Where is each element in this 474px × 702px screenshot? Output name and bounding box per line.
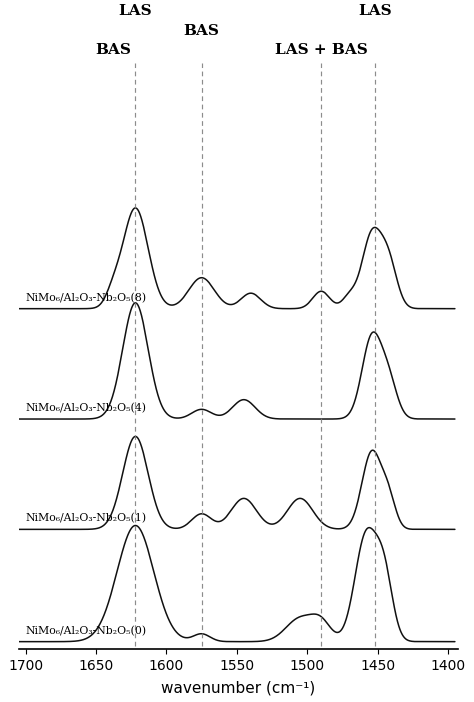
Text: LAS: LAS — [358, 4, 392, 18]
Text: BAS: BAS — [95, 43, 131, 57]
Text: BAS: BAS — [183, 24, 219, 38]
Text: LAS + BAS: LAS + BAS — [275, 43, 368, 57]
X-axis label: wavenumber (cm⁻¹): wavenumber (cm⁻¹) — [161, 680, 315, 695]
Text: NiMo₆/Al₂O₃-Nb₂O₅(1): NiMo₆/Al₂O₃-Nb₂O₅(1) — [26, 513, 147, 524]
Text: LAS: LAS — [118, 4, 152, 18]
Text: NiMo₆/Al₂O₃-Nb₂O₅(8): NiMo₆/Al₂O₃-Nb₂O₅(8) — [26, 293, 147, 303]
Text: NiMo₆/Al₂O₃-Nb₂O₅(4): NiMo₆/Al₂O₃-Nb₂O₅(4) — [26, 403, 146, 413]
Text: NiMo₆/Al₂O₃-Nb₂O₅(0): NiMo₆/Al₂O₃-Nb₂O₅(0) — [26, 625, 147, 636]
